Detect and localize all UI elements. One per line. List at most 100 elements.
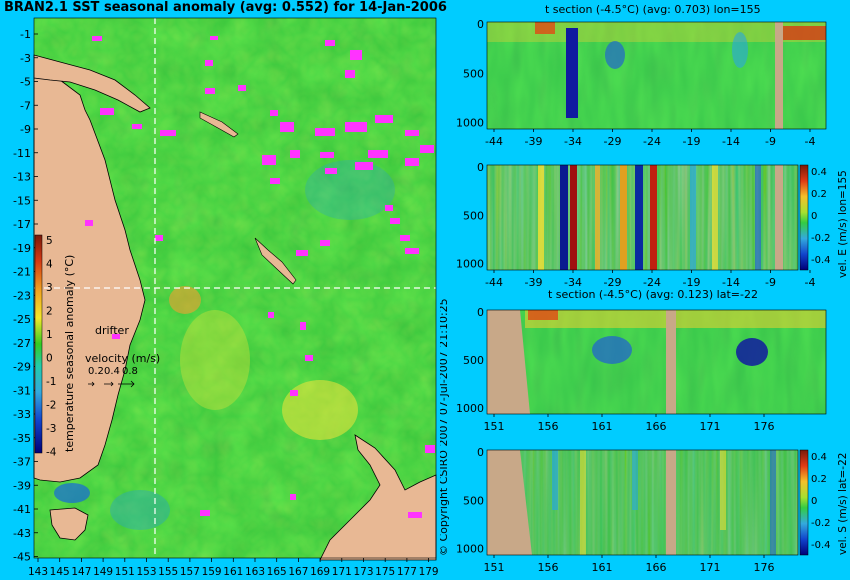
panel4-x-tick-label: 166	[646, 561, 667, 574]
map-x-tick-label: 145	[50, 566, 70, 578]
panel3-x-tick-label: 161	[592, 420, 613, 433]
panel4-x-tick-label: 171	[700, 561, 721, 574]
map-y-tick-label: -15	[13, 194, 31, 207]
panel2-colorbar-tick-label: 0.2	[811, 189, 827, 200]
map-x-tick-label: 167	[288, 566, 308, 578]
panel4-colorbar	[799, 449, 809, 556]
panel1-x-tick-label: -4	[805, 135, 816, 148]
map-y-tick-label: -25	[13, 313, 31, 326]
page-title: BRAN2.1 SST seasonal anomaly (avg: 0.552…	[4, 0, 447, 15]
panel2-x-tick-label: -14	[722, 276, 740, 289]
panel3-title: t section (-4.5°C) (avg: 0.123) lat=-22	[548, 288, 758, 301]
map-x-tick-label: 177	[397, 566, 417, 578]
panel2-x-tick-label: -4	[805, 276, 816, 289]
panel4-colorbar-tick-label: -0.4	[811, 540, 831, 551]
map-x-tick-label: 161	[223, 566, 243, 578]
panel1-y-tick-label: 500	[463, 67, 484, 80]
panel4-x-tick-label: 156	[538, 561, 559, 574]
panel4-colorbar-tick-label: -0.2	[811, 518, 831, 529]
land-gap	[666, 450, 676, 555]
cool-anomaly	[54, 483, 90, 503]
map-colorbar-tick-label: 4	[46, 259, 53, 271]
panel3-x-tick-label: 176	[754, 420, 775, 433]
panel1-x-tick-label: -34	[564, 135, 582, 148]
land-slope	[487, 450, 532, 555]
panel4-x-tick-label: 176	[754, 561, 775, 574]
map-colorbar-label: temperature seasonal anomaly (°C)	[63, 255, 76, 452]
land-gap	[775, 22, 783, 129]
panel1-y-tick-label: 0	[477, 18, 484, 31]
panel2-x-tick-label: -24	[643, 276, 661, 289]
map-colorbar-tick-label: -2	[46, 400, 56, 412]
new-guinea-land	[33, 54, 151, 113]
map-y-tick-label: -43	[13, 527, 31, 540]
map-y-tick-label: -5	[20, 76, 31, 89]
map-x-tick-label: 153	[136, 566, 156, 578]
map-x-tick-label: 151	[115, 566, 135, 578]
panel2-colorbar-tick-label: -0.4	[811, 255, 831, 266]
map-y-tick-label: -23	[13, 289, 31, 302]
cool-anomaly	[305, 160, 395, 220]
warm-anomaly	[169, 286, 201, 314]
velocity-legend-title: velocity (m/s)	[85, 352, 160, 365]
map-y-tick-label: -3	[20, 52, 31, 65]
tasmania-land	[49, 507, 89, 541]
panel1-x-tick-label: -44	[485, 135, 503, 148]
panel1-x-tick-label: -9	[765, 135, 776, 148]
solomon-islands-land	[199, 111, 239, 138]
panel1-y-tick-label: 1000	[456, 117, 484, 130]
map-x-tick-label: 143	[28, 566, 48, 578]
map-colorbar-tick-label: 5	[46, 235, 53, 247]
panel1-section	[486, 21, 827, 130]
land-slope	[487, 310, 530, 414]
velocity-legend-value-1: 0.2	[88, 366, 104, 377]
map-y-tick-label: -13	[13, 171, 31, 184]
panel2-colorbar	[799, 164, 809, 271]
panel4-section	[486, 449, 799, 556]
map-colorbar-tick-label: -3	[46, 423, 56, 435]
drifter-legend-label: drifter	[95, 324, 129, 337]
map-y-tick-label: -1	[20, 28, 31, 41]
map-colorbar-tick-label: 1	[46, 329, 53, 341]
panel2-colorbar-label: vel. E (m/s) lon=155	[837, 170, 849, 278]
panel1-x-tick-label: -19	[683, 135, 701, 148]
panel3-x-tick-label: 156	[538, 420, 559, 433]
velocity-legend-arrows	[88, 380, 135, 388]
sst-anomaly-map: -1-3-5-7-9-11-13-15-17-19-21-23-25-27-29…	[13, 17, 439, 578]
map-y-tick-label: -41	[13, 503, 31, 516]
australia-land	[33, 59, 146, 483]
panel4-colorbar-label: vel. S (m/s) lat=-22	[837, 453, 849, 555]
panel3-y-tick-label: 1000	[456, 402, 484, 415]
map-y-tick-label: -35	[13, 432, 31, 445]
panel1-title: t section (-4.5°C) (avg: 0.703) lon=155	[545, 3, 761, 16]
panel3-section	[486, 309, 827, 415]
panel3-x-tick-label: 151	[484, 420, 505, 433]
panel4-colorbar-tick-label: 0	[811, 496, 817, 507]
map-x-tick-label: 175	[375, 566, 395, 578]
map-x-tick-label: 159	[202, 566, 222, 578]
warm-surface	[782, 26, 826, 40]
cool-anomaly	[110, 490, 170, 530]
panel4-y-tick-label: 1000	[456, 543, 484, 556]
map-x-tick-label: 149	[93, 566, 113, 578]
panel4-colorbar-tick-label: 0.2	[811, 474, 827, 485]
panel2-y-tick-label: 0	[477, 161, 484, 174]
panel1-x-tick-label: -29	[604, 135, 622, 148]
map-colorbar-tick-label: 2	[46, 306, 53, 318]
panel2-colorbar-tick-label: 0	[811, 211, 817, 222]
map-y-tick-label: -29	[13, 361, 31, 374]
map-y-tick-label: -9	[20, 123, 31, 136]
map-x-tick-label: 179	[419, 566, 439, 578]
map-y-tick-label: -33	[13, 408, 31, 421]
map-y-tick-label: -37	[13, 456, 31, 469]
map-x-tick-label: 157	[180, 566, 200, 578]
panel2-x-tick-label: -39	[525, 276, 543, 289]
cold-column	[566, 28, 578, 118]
panel4-x-tick-label: 161	[592, 561, 613, 574]
panel2-x-tick-label: -9	[765, 276, 776, 289]
map-y-tick-label: -31	[13, 384, 31, 397]
velocity-legend-value-3: 0.8	[122, 366, 138, 377]
panel2-x-tick-label: -29	[604, 276, 622, 289]
copyright-label: © Copyright CSIRO 2007 07-Jul-2007 21:10…	[440, 298, 450, 556]
panel3-y-tick-label: 0	[477, 306, 484, 319]
